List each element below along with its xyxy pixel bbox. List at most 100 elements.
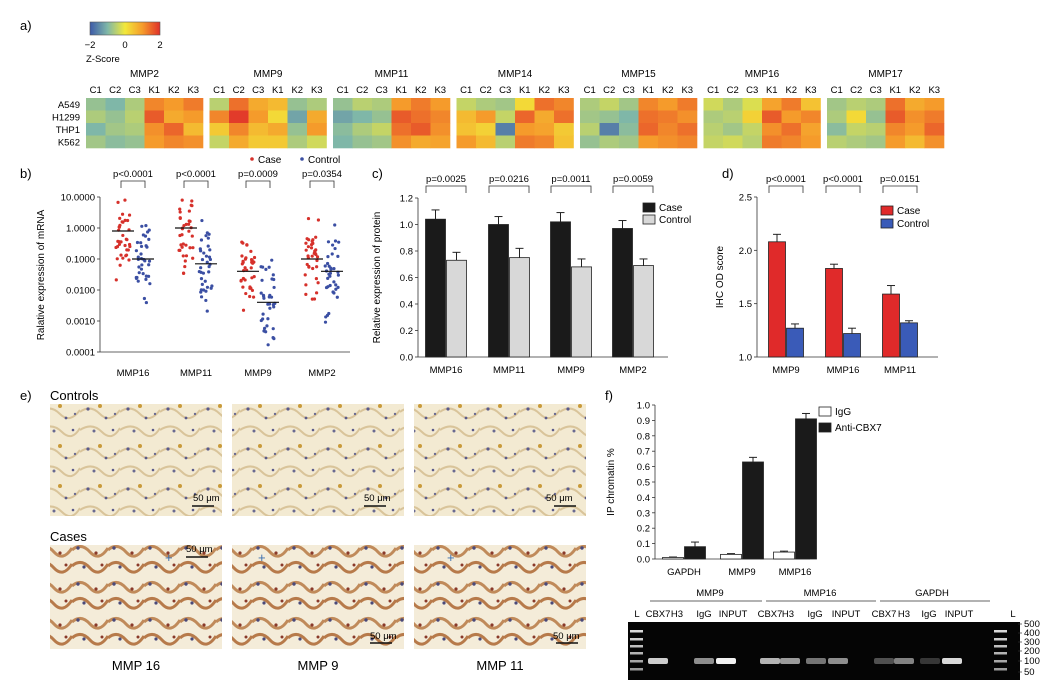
- control-point: [333, 239, 338, 243]
- heatmap-cell: [846, 135, 867, 149]
- panelF-bar-a: [662, 557, 684, 560]
- case-point: [124, 237, 128, 241]
- heatmap-cell: [144, 123, 165, 136]
- heatmap-title: MMP17: [868, 69, 903, 80]
- panelF-bar-a: [773, 551, 795, 560]
- control-point: [147, 259, 152, 263]
- case-point: [303, 273, 307, 277]
- heatmap-col-label: K1: [395, 85, 407, 96]
- case-point: [252, 275, 256, 279]
- scale-bar-k1: 50 μm: [186, 544, 213, 555]
- case-point: [180, 245, 184, 249]
- panelF-y-tick: 0.0: [637, 555, 650, 566]
- heatmap-cell: [125, 135, 145, 149]
- case-point: [178, 248, 182, 252]
- panelC-bar-b: [633, 265, 654, 358]
- case-point: [127, 258, 131, 262]
- panelC-pvalue: p=0.0011: [551, 174, 590, 185]
- control-point: [259, 265, 263, 269]
- ladder-band: [994, 668, 1007, 671]
- control-point: [326, 240, 331, 244]
- heatmap-cell: [268, 98, 288, 111]
- control-point: [199, 238, 204, 242]
- heatmap-cell: [209, 135, 230, 149]
- mrna-pvalue: p<0.0001: [176, 169, 216, 180]
- gel-lane-label: IgG: [696, 609, 711, 620]
- panelF-y-tick: 0.8: [637, 431, 650, 442]
- heatmap-col-label: K1: [519, 85, 531, 96]
- heatmap-cell: [391, 135, 412, 149]
- control-point: [203, 279, 207, 283]
- control-point: [207, 270, 211, 274]
- panelC-y-tick: 0.6: [400, 273, 413, 284]
- heatmap-cell: [658, 135, 678, 149]
- caption-mmp16: MMP 16: [112, 658, 160, 673]
- heatmap-col-label: K3: [805, 85, 817, 96]
- heatmap-cell: [125, 110, 145, 124]
- control-point: [208, 248, 212, 252]
- heatmap-col-label: K1: [889, 85, 901, 96]
- heatmap-cell: [638, 98, 659, 111]
- control-point: [271, 335, 275, 340]
- control-point: [200, 218, 204, 223]
- gel-image: [628, 622, 1020, 680]
- heatmap-cell: [105, 135, 126, 149]
- case-point: [128, 244, 132, 249]
- heatmap-col-label: K2: [415, 85, 427, 96]
- case-point: [239, 278, 243, 282]
- mrna-ylabel: Ralative expression of mRNA: [36, 209, 47, 340]
- case-point: [180, 198, 184, 202]
- scale-bar-c1: 50 μm: [193, 493, 220, 504]
- heatmap-cell: [86, 123, 106, 136]
- heatmap-col-label: K3: [928, 85, 940, 96]
- control-point: [267, 302, 272, 306]
- ladder-band: [994, 660, 1007, 663]
- control-point: [268, 306, 272, 310]
- heatmap-cell: [905, 123, 925, 136]
- heatmap-cell: [352, 98, 373, 111]
- control-point: [134, 276, 139, 281]
- heatmap-cell: [144, 110, 165, 124]
- case-point: [241, 241, 245, 245]
- case-point: [304, 248, 308, 252]
- panelF-legend-label: IgG: [835, 407, 851, 418]
- panelF-legend-swatch: [818, 406, 832, 417]
- heatmap-col-label: C3: [252, 85, 264, 96]
- heatmap-cell: [456, 98, 477, 111]
- heatmap-cell: [677, 98, 698, 111]
- legend-case: Case: [258, 155, 282, 166]
- heatmap-cell: [307, 135, 327, 149]
- heatmap-cell: [391, 98, 412, 111]
- panelC-legend-label: Case: [659, 203, 683, 214]
- gel-band: [828, 658, 848, 664]
- panelF-y-tick: 0.9: [637, 416, 650, 427]
- heatmap-cell: [411, 135, 431, 149]
- heatmap-cell: [599, 98, 620, 111]
- heatmap-col-label: C3: [623, 85, 635, 96]
- control-point: [266, 317, 270, 321]
- heatmap-cell: [554, 135, 574, 149]
- gel-group-mmp16: MMP16: [804, 588, 837, 599]
- heatmap-cell: [456, 110, 477, 124]
- panelD-bar-a: [882, 293, 900, 358]
- case-point: [183, 264, 187, 269]
- heatmap-col-label: C3: [746, 85, 758, 96]
- heatmap-cell: [924, 98, 945, 111]
- control-point: [259, 318, 263, 323]
- heatmap-cell: [924, 123, 945, 136]
- heatmap-cell: [677, 110, 698, 124]
- panelC-pvalue: p=0.0059: [613, 174, 653, 185]
- ladder-band: [994, 638, 1007, 641]
- heatmap-cell: [183, 123, 204, 136]
- heatmap-cell: [476, 123, 496, 136]
- cases-label: Cases: [50, 529, 87, 544]
- colorbar-mid: 0: [122, 40, 127, 51]
- gel-lane-label: INPUT: [719, 609, 748, 620]
- control-point: [262, 296, 266, 300]
- case-point: [240, 254, 244, 258]
- heatmap-cell: [827, 135, 847, 149]
- heatmap-cell: [411, 123, 431, 136]
- legend-control: Control: [308, 155, 340, 166]
- colorbar-title: Z-Score: [86, 54, 120, 65]
